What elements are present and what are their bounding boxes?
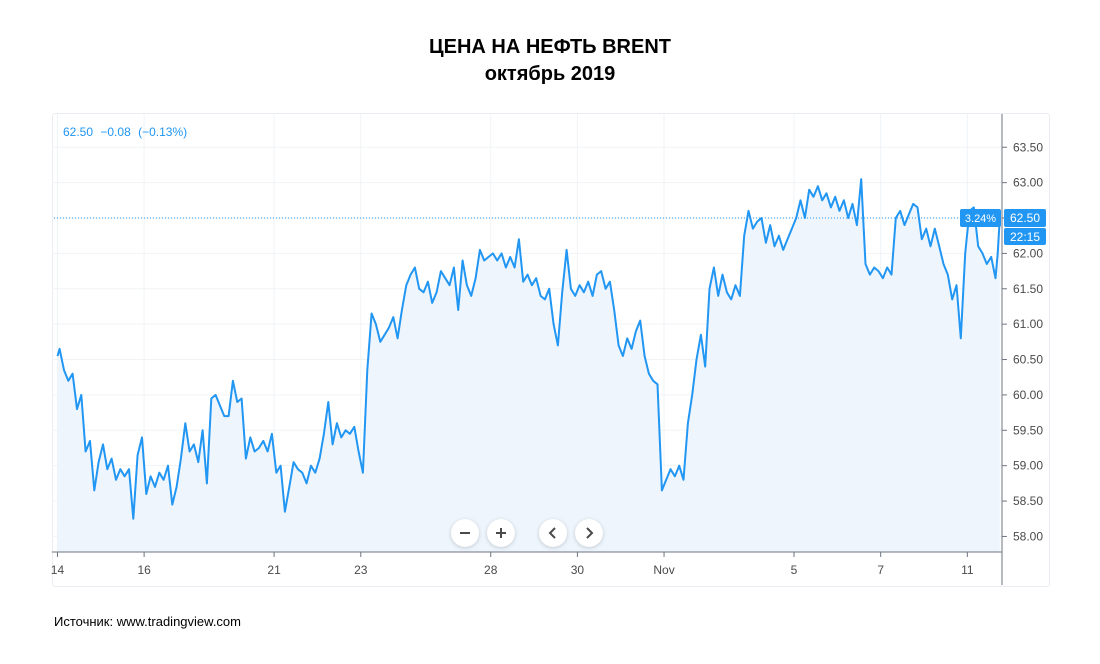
x-tick-label: 5 (791, 563, 798, 577)
chart-subtitle: октябрь 2019 (484, 63, 616, 85)
y-tick-label: 59.50 (1013, 423, 1043, 437)
y-tick-label: 60.00 (1013, 388, 1043, 402)
x-tick-label: 30 (571, 563, 585, 577)
legend-change: −0.08 (100, 125, 131, 139)
legend-price: 62.50 (63, 125, 94, 139)
price-series-line (56, 178, 1001, 520)
x-tick-label: 7 (877, 563, 884, 577)
countdown-badge-text: 22:15 (1010, 230, 1040, 244)
y-tick-label: 63.50 (1013, 140, 1043, 154)
price-legend: 62.50 −0.08 (−0.13%) (63, 125, 191, 139)
x-tick-label: 21 (267, 563, 281, 577)
last-price-badges: 3.24% 62.50 22:15 (960, 209, 1046, 246)
last-price-badge (1004, 209, 1046, 228)
last-price-badge-text: 62.50 (1010, 211, 1040, 225)
scroll-right-button[interactable] (575, 519, 603, 547)
x-tick-label: 23 (354, 563, 368, 577)
y-tick-label: 58.00 (1013, 529, 1043, 543)
x-tick-label: Nov (653, 563, 674, 577)
zoom-out-button[interactable] (451, 519, 479, 547)
zoom-in-button[interactable] (487, 519, 515, 547)
y-tick-label: 62.00 (1013, 246, 1043, 260)
source-note: Источник: www.tradingview.com (54, 614, 241, 629)
y-tick-label: 60.50 (1013, 353, 1043, 367)
y-tick-label: 59.00 (1013, 459, 1043, 473)
chart-title: ЦЕНА НА НЕФТЬ BRENT (429, 36, 671, 58)
price-area-fill (57, 179, 1000, 552)
y-tick-label: 61.00 (1013, 317, 1043, 331)
x-tick-label: 28 (484, 563, 498, 577)
y-axis-ticks: 58.00 58.50 59.00 59.50 60.00 60.50 61.00 61.50… (1002, 140, 1043, 543)
chevron-left-icon (548, 527, 556, 539)
minus-icon (460, 532, 470, 534)
y-tick-label: 58.50 (1013, 494, 1043, 508)
legend-change-pct: (−0.13%) (138, 125, 188, 139)
chevron-right-icon (586, 527, 594, 539)
change-pct-badge (960, 209, 1001, 228)
scroll-left-button[interactable] (539, 519, 567, 547)
change-pct-badge-text: 3.24% (965, 213, 996, 225)
countdown-badge (1004, 228, 1046, 246)
x-axis-ticks: 14 16 21 23 28 30 Nov 5 7 11 (51, 552, 974, 577)
x-tick-label: 14 (51, 563, 65, 577)
x-tick-label: 16 (137, 563, 151, 577)
y-tick-label: 63.00 (1013, 176, 1043, 190)
x-tick-label: 11 (961, 563, 974, 577)
plus-icon (496, 528, 506, 538)
y-tick-label: 61.50 (1013, 282, 1043, 296)
